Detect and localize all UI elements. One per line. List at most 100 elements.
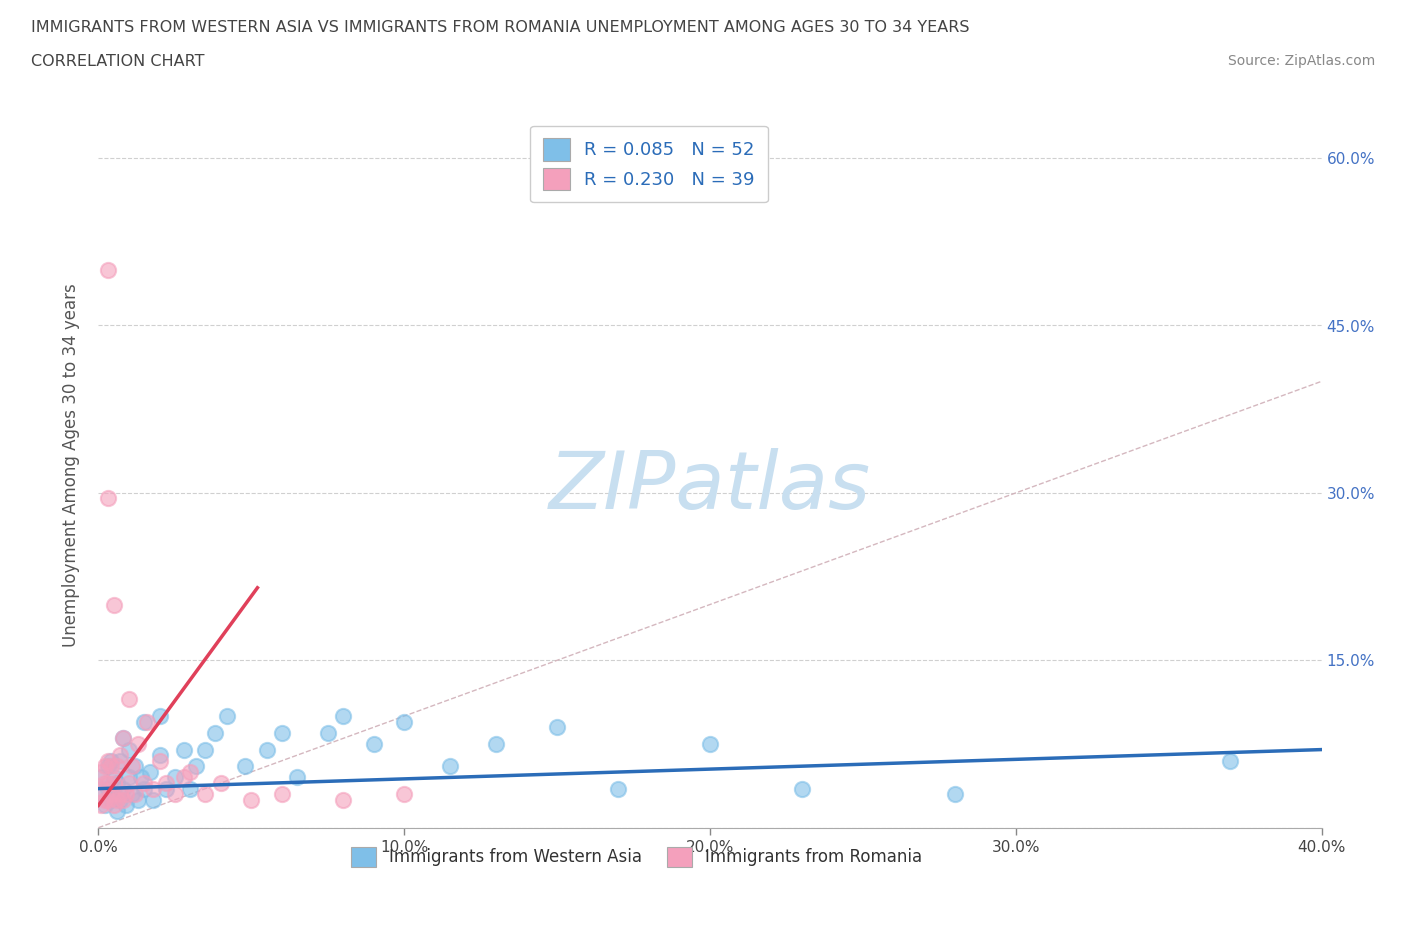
Point [179,781,201,796]
Point [103,798,125,813]
Point [270,725,292,740]
Point [204,725,226,740]
Point [115,798,138,813]
Point [111,792,134,807]
Point [194,742,217,757]
Point [105,759,128,774]
Point [111,731,134,746]
Point [97,262,120,277]
Point [142,781,165,796]
Point [134,776,156,790]
Point [155,776,177,790]
Point [127,792,149,807]
Point [121,759,143,774]
Point [194,787,217,802]
Point [103,787,125,802]
Point [392,714,416,729]
Point [90,764,112,779]
Point [699,737,721,751]
Point [163,787,186,802]
Point [233,759,256,774]
Point [392,787,416,802]
Point [97,792,120,807]
Point [270,787,292,802]
Point [363,737,385,751]
Point [97,776,120,790]
Point [100,792,122,807]
Point [316,725,339,740]
Point [186,759,208,774]
Point [149,748,172,763]
Point [124,787,146,802]
Point [97,781,120,796]
Point [97,753,120,768]
Point [111,731,134,746]
Point [90,781,112,796]
Point [100,753,122,768]
Point [90,798,112,813]
Point [285,770,308,785]
Point [108,792,131,807]
Point [173,770,195,785]
Point [155,781,177,796]
Point [1219,753,1241,768]
Point [105,776,128,790]
Point [121,787,143,802]
Y-axis label: Unemployment Among Ages 30 to 34 years: Unemployment Among Ages 30 to 34 years [62,283,80,647]
Point [93,792,115,807]
Text: IMMIGRANTS FROM WESTERN ASIA VS IMMIGRANTS FROM ROMANIA UNEMPLOYMENT AMONG AGES : IMMIGRANTS FROM WESTERN ASIA VS IMMIGRAN… [31,20,969,35]
Point [127,737,149,751]
Point [97,759,120,774]
Point [173,742,195,757]
Point [93,798,115,813]
Point [118,770,141,785]
Point [139,764,162,779]
Point [100,787,122,802]
Point [118,692,141,707]
Point [108,787,131,802]
Point [134,781,156,796]
Point [943,787,966,802]
Point [97,491,120,506]
Point [124,759,146,774]
Point [256,742,278,757]
Point [103,770,125,785]
Point [149,753,172,768]
Point [607,781,630,796]
Point [136,714,159,729]
Point [108,753,131,768]
Legend: Immigrants from Western Asia, Immigrants from Romania: Immigrants from Western Asia, Immigrants… [344,840,929,874]
Point [129,770,152,785]
Point [134,714,156,729]
Point [105,804,128,818]
Point [215,709,238,724]
Text: CORRELATION CHART: CORRELATION CHART [31,54,204,69]
Point [485,737,508,751]
Point [332,709,354,724]
Point [149,709,172,724]
Point [93,776,115,790]
Text: ZIPatlas: ZIPatlas [548,447,872,525]
Text: Source: ZipAtlas.com: Source: ZipAtlas.com [1227,54,1375,68]
Point [111,781,134,796]
Point [103,597,125,612]
Point [240,792,263,807]
Point [439,759,461,774]
Point [115,787,138,802]
Point [93,759,115,774]
Point [105,792,128,807]
Point [209,776,232,790]
Point [118,742,141,757]
Point [179,764,201,779]
Point [90,787,112,802]
Point [163,770,186,785]
Point [332,792,354,807]
Point [790,781,813,796]
Point [546,720,568,735]
Point [142,792,165,807]
Point [90,770,112,785]
Point [103,776,125,790]
Point [108,748,131,763]
Point [100,759,122,774]
Point [118,776,141,790]
